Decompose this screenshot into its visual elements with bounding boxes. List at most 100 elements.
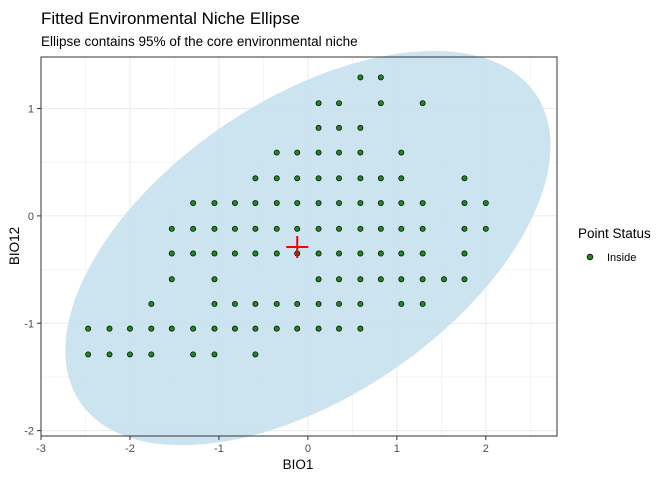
data-point [357,149,364,156]
data-point [148,325,155,332]
data-point [294,149,301,156]
y-tick-label: 1 [28,104,34,116]
data-point [357,300,364,307]
data-point [315,276,322,283]
data-point [357,250,364,257]
data-point [315,225,322,232]
data-point [461,225,468,232]
data-point [398,225,405,232]
data-point [211,351,218,358]
data-point [190,225,197,232]
data-point [168,325,175,332]
data-point [211,276,218,283]
data-point [85,325,92,332]
data-point [252,225,259,232]
data-point [85,351,92,358]
data-point [127,325,133,332]
data-point [441,276,447,283]
data-point [211,250,218,257]
data-point [398,149,405,156]
legend-title: Point Status [578,226,651,241]
data-point [211,200,218,206]
data-point [482,200,489,206]
y-tick-label: -1 [24,318,34,330]
legend-key-inside [586,253,594,261]
y-tick-label: -2 [24,426,34,438]
data-point [461,276,468,283]
data-point [252,300,259,307]
data-point [252,351,259,358]
data-point [398,175,405,182]
data-point [357,276,364,283]
data-point [336,100,342,107]
data-point [273,225,280,232]
data-point [336,124,342,131]
x-tick-label: 1 [394,443,400,455]
data-point [315,300,322,307]
y-axis-title: BIO12 [7,227,22,265]
data-point [377,276,384,283]
data-point [273,175,280,182]
data-point [419,250,426,257]
data-point [231,325,238,332]
data-point [336,225,342,232]
plot-panel [40,51,558,446]
data-point [336,300,342,307]
data-point [336,250,342,257]
data-point [168,225,175,232]
data-point [106,325,113,332]
x-tick-label: -2 [125,443,135,455]
data-point [273,325,280,332]
data-point [315,124,322,131]
data-point [315,325,322,332]
data-point [419,225,426,232]
data-point [211,300,218,307]
data-point [294,300,301,307]
data-point [294,325,301,332]
data-point [357,175,364,182]
data-point [377,100,384,107]
legend-label-inside: Inside [607,252,636,264]
data-point [357,325,364,332]
data-point [398,200,405,206]
data-point [273,300,280,307]
data-point [252,325,259,332]
data-point [377,200,384,206]
data-point [419,276,426,283]
x-tick-label: -1 [214,443,224,455]
x-axis-title: BIO1 [283,457,314,472]
data-point [419,200,426,206]
data-point [190,200,197,206]
data-point [336,200,342,206]
data-point [398,276,405,283]
panel-border [40,56,558,437]
data-point [211,225,218,232]
data-point [168,276,175,283]
data-point [419,100,426,107]
data-point [377,74,384,81]
data-point [357,74,364,81]
x-tick-label: 0 [305,443,311,455]
data-point [127,351,133,358]
data-point [377,250,384,257]
data-point [315,250,322,257]
data-point [461,175,468,182]
data-point [273,200,280,206]
data-point [461,250,468,257]
x-axis: -3 -2 -1 0 1 2 [36,436,489,455]
legend: Point Status Inside [578,226,651,264]
data-point [315,149,322,156]
chart-subtitle: Ellipse contains 95% of the core environ… [41,34,358,49]
data-point [231,250,238,257]
data-point [315,200,322,206]
data-point [168,250,175,257]
data-point [461,200,468,206]
data-point [231,200,238,206]
data-point [273,250,280,257]
data-point [148,300,155,307]
data-point [336,325,342,332]
data-point [294,225,301,232]
data-point [357,200,364,206]
data-point [106,351,113,358]
